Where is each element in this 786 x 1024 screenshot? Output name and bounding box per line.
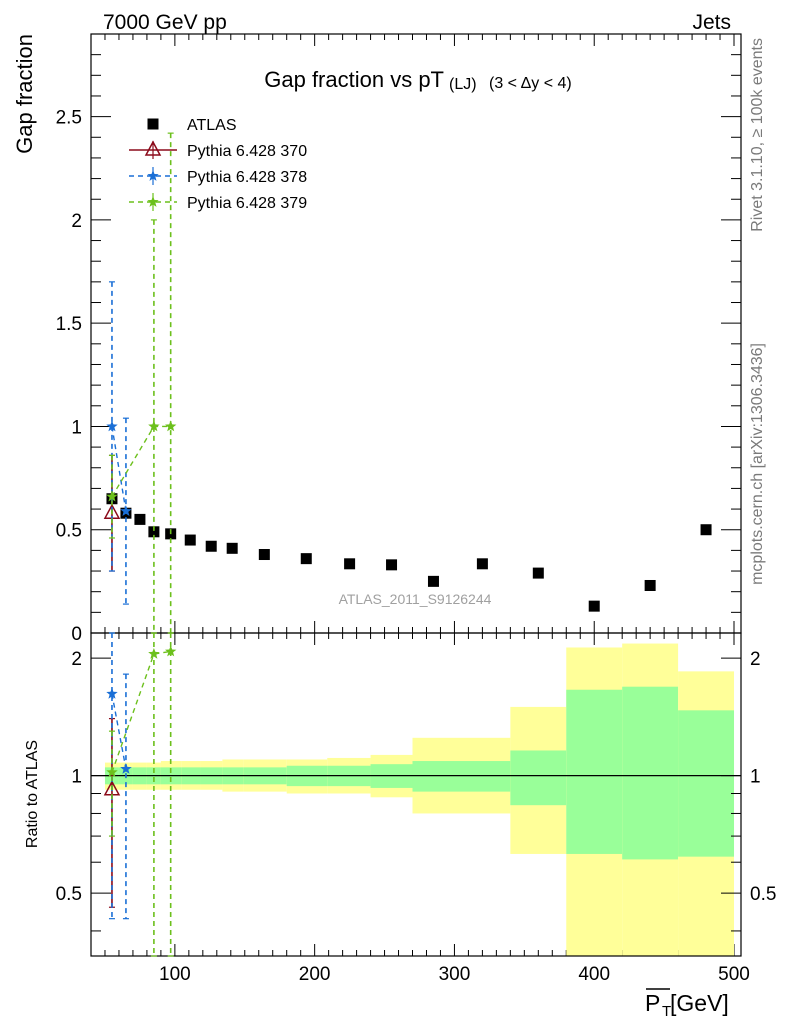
uncertainty-band-inner [622,686,679,860]
uncertainty-band-inner [510,750,567,806]
legend-marker [144,140,162,156]
ratio-y-tick-label: 1 [71,767,82,788]
uncertainty-band-inner [412,761,511,792]
atlas-data-point [644,579,656,591]
legend-marker [147,196,159,207]
ratio-data-point [120,763,132,774]
uncertainty-band-inner [566,689,623,854]
ratio-series-2 [106,632,177,957]
legend-label: Pythia 6.428 370 [187,143,307,160]
y-tick-label: 0 [71,624,82,645]
y-axis-label-main: Gap fraction [12,34,37,154]
mcplots-label: mcplots.cern.ch [arXiv:1306.3436] [749,343,766,585]
rivet-version-label: Rivet 3.1.10, ≥ 100k events [749,38,766,232]
legend-label: ATLAS [187,117,237,134]
y-tick-label: 1 [71,417,82,438]
header-left: 7000 GeV pp [103,11,227,34]
header-right: Jets [692,11,731,34]
atlas-data-point [588,600,600,612]
atlas-data-point [205,540,217,552]
series-2 [106,281,132,605]
y-axis-label-ratio: Ratio to ATLAS [24,740,41,848]
y-tick-label: 2.5 [56,108,82,129]
x-tick-label: 300 [439,964,471,985]
series-3 [106,132,177,634]
x-axis-label-unit: [GeV] [670,990,729,1016]
main-title: Gap fraction vs pT [264,67,444,92]
legend-item: Pythia 6.428 370 [129,140,307,160]
legend-marker [147,118,159,130]
ratio-plot-frame [90,632,742,957]
error-bar [167,132,174,634]
mc-data-point [120,505,132,516]
ratio-series-line [111,650,171,773]
ratio-panel: 100 200 300 400 500 0.5 0.5 1 1 2 2 [56,632,776,985]
legend-label: Pythia 6.428 378 [187,169,307,186]
atlas-data-point [427,575,439,587]
mc-data-point [106,420,118,432]
ratio-error-bar [167,632,174,957]
uncertainty-band-inner [678,710,735,857]
ratio-y-tick-label-right: 1 [750,767,761,788]
legend-item: ATLAS [147,117,237,134]
ratio-error-bar [108,632,115,920]
atlas-data-point [344,558,356,570]
atlas-data-point [258,549,270,561]
atlas-data-point [532,567,544,579]
main-title-sub: (LJ) [449,76,477,93]
ratio-y-tick-label-right: 0.5 [750,884,776,905]
atlas-data-point [226,542,238,554]
y-tick-label: 2 [71,211,82,232]
ratio-series-1 [106,632,132,920]
atlas-data-point [476,558,488,570]
analysis-watermark: ATLAS_2011_S9126244 [339,591,492,607]
error-bar [108,454,115,539]
ratio-series-line [111,693,127,770]
legend-item: Pythia 6.428 378 [129,167,307,186]
x-tick-label: 200 [299,964,331,985]
legend: ATLAS Pythia 6.428 370 Pythia 6.428 378 Pyt… [129,117,307,212]
x-tick-label: 500 [718,964,750,985]
atlas-data-point [134,513,146,525]
legend-label: Pythia 6.428 379 [187,195,307,212]
main-panel: 0 0.5 1 1.5 2 2.5 [56,33,742,956]
main-title-range: (3 < Δy < 4) [489,75,572,92]
ratio-error-bar [108,730,115,837]
atlas-data-point [700,524,712,536]
mc-data-point [106,490,118,502]
ratio-data-point [165,645,177,657]
y-tick-label: 0.5 [56,521,82,542]
x-tick-label: 400 [578,964,610,985]
atlas-data-point [300,553,312,565]
ratio-data-point [148,648,160,659]
legend-item: Pythia 6.428 379 [129,193,307,212]
atlas-data-point [386,559,398,571]
ratio-error-bar [150,632,157,957]
y-tick-label: 1.5 [56,314,82,335]
ratio-y-tick-label: 2 [71,649,82,670]
ratio-data-point [106,766,118,778]
ratio-y-tick-label: 0.5 [56,884,82,905]
x-axis-label-main: P [645,990,660,1016]
ratio-error-bar [122,673,129,920]
x-axis-label-sub: T [662,1003,671,1020]
series-line [111,425,171,498]
ratio-y-tick-label-right: 2 [750,649,761,670]
x-tick-label: 100 [159,964,191,985]
atlas-data-point [148,526,160,538]
mc-data-point [165,420,177,432]
legend-marker [147,170,159,181]
x-axis-label: P T [GeV] [645,988,729,1020]
mc-data-point [148,420,160,432]
ratio-data-point [106,687,118,699]
atlas-data-point [184,534,196,546]
